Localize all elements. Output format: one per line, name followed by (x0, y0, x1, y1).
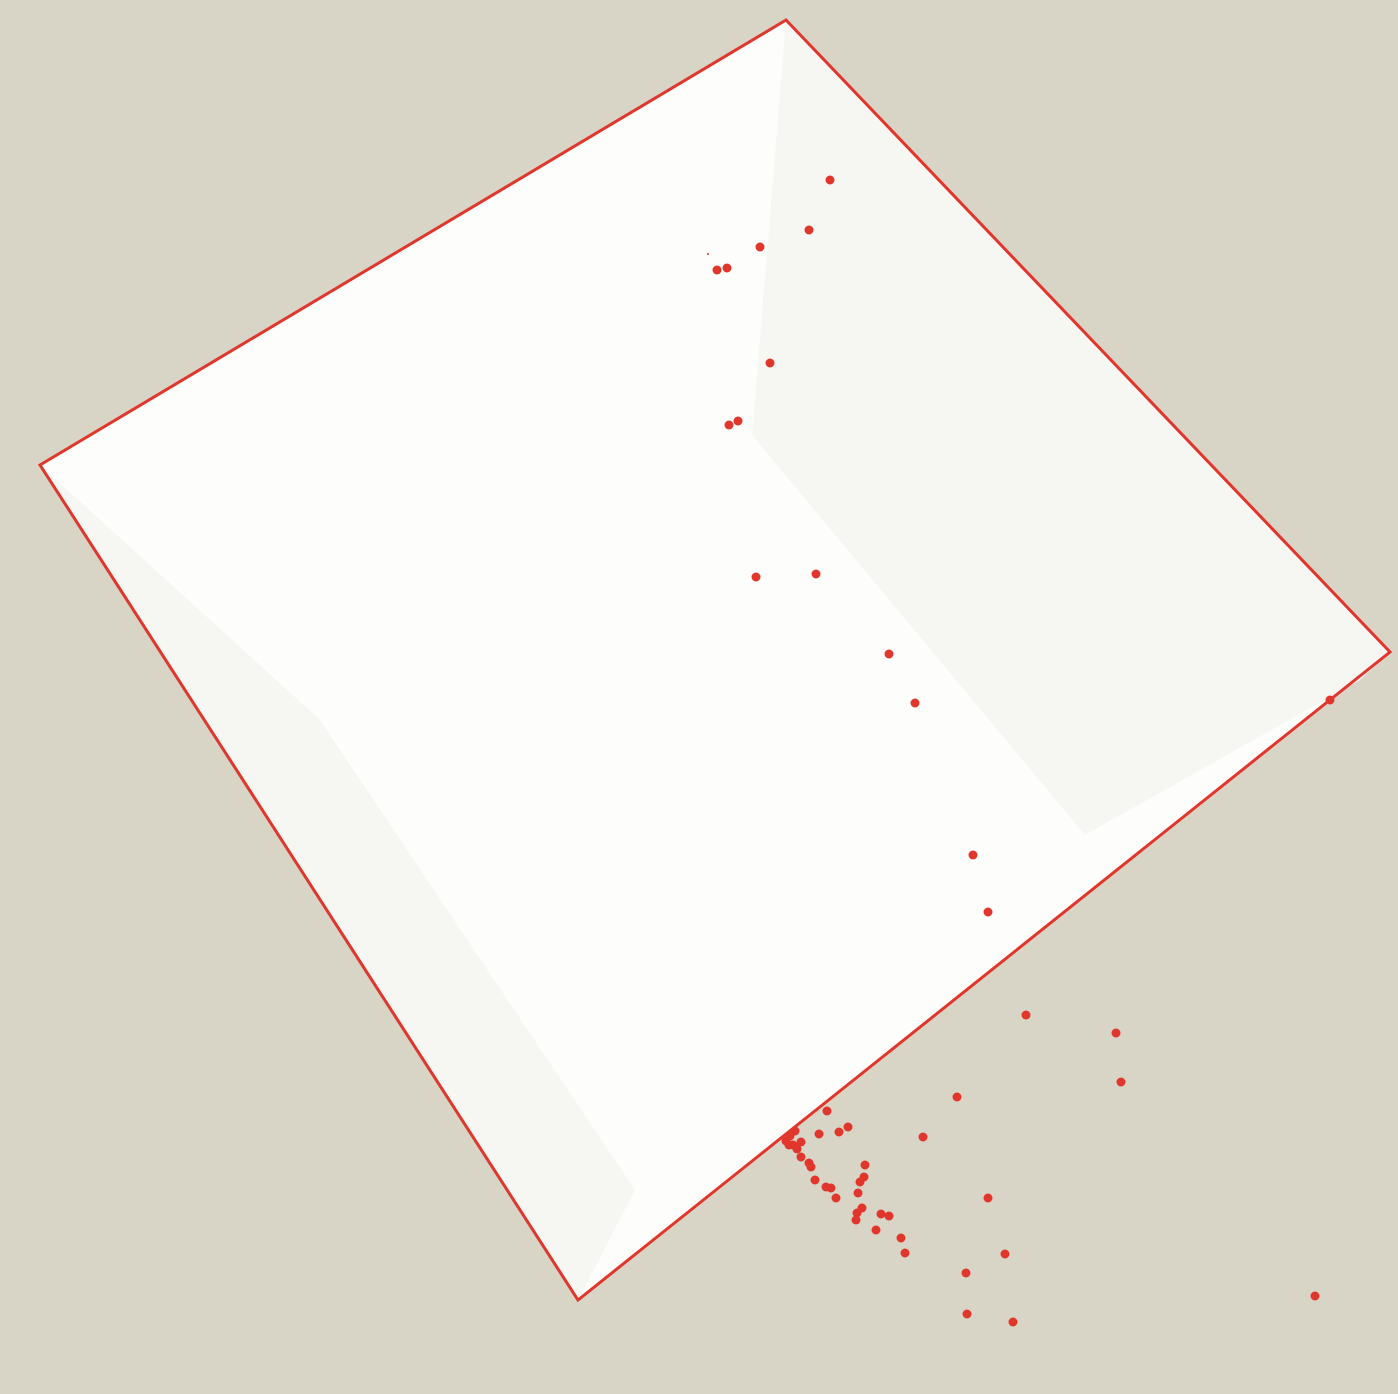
data-point (1008, 1317, 1018, 1327)
data-point (804, 225, 814, 235)
data-point (910, 698, 920, 708)
data-point (962, 1309, 972, 1319)
data-point (852, 1208, 862, 1218)
data-point (843, 1122, 853, 1132)
data-point (1000, 1249, 1010, 1259)
data-point (784, 1140, 794, 1150)
data-point (712, 265, 722, 275)
data-point (822, 1106, 832, 1116)
data-point (724, 420, 734, 430)
data-point (722, 263, 732, 273)
data-point (1021, 1010, 1031, 1020)
data-point (860, 1160, 870, 1170)
data-point (1111, 1028, 1121, 1038)
data-point (896, 1233, 906, 1243)
data-point (952, 1092, 962, 1102)
data-point (1116, 1077, 1126, 1087)
data-point (900, 1248, 910, 1258)
quad-outline (37, 18, 1393, 1303)
data-point (961, 1268, 971, 1278)
data-point (831, 1193, 841, 1203)
data-point (851, 1215, 861, 1225)
data-point (796, 1137, 806, 1147)
data-point (884, 649, 894, 659)
data-point (826, 1183, 836, 1193)
data-point (834, 1127, 844, 1137)
data-point (871, 1225, 881, 1235)
data-point (755, 242, 765, 252)
data-point (918, 1132, 928, 1142)
data-point (733, 416, 743, 426)
quad-facet-right (752, 20, 1390, 835)
data-point (814, 1129, 824, 1139)
data-point (810, 1175, 820, 1185)
data-point-speck (707, 253, 709, 255)
quad-facet-left (40, 465, 635, 1300)
data-point (1325, 695, 1335, 705)
data-point (806, 1162, 816, 1172)
data-point (983, 1193, 993, 1203)
data-point (796, 1152, 806, 1162)
data-point (855, 1177, 865, 1187)
point-layer (707, 175, 1335, 1327)
data-point (884, 1211, 894, 1221)
data-point (811, 569, 821, 579)
data-point (968, 850, 978, 860)
data-point (751, 572, 761, 582)
data-point (1310, 1291, 1320, 1301)
data-point (792, 1144, 802, 1154)
data-point (825, 175, 835, 185)
data-point (983, 907, 993, 917)
data-point (876, 1209, 886, 1219)
data-point (765, 358, 775, 368)
data-point (853, 1188, 863, 1198)
